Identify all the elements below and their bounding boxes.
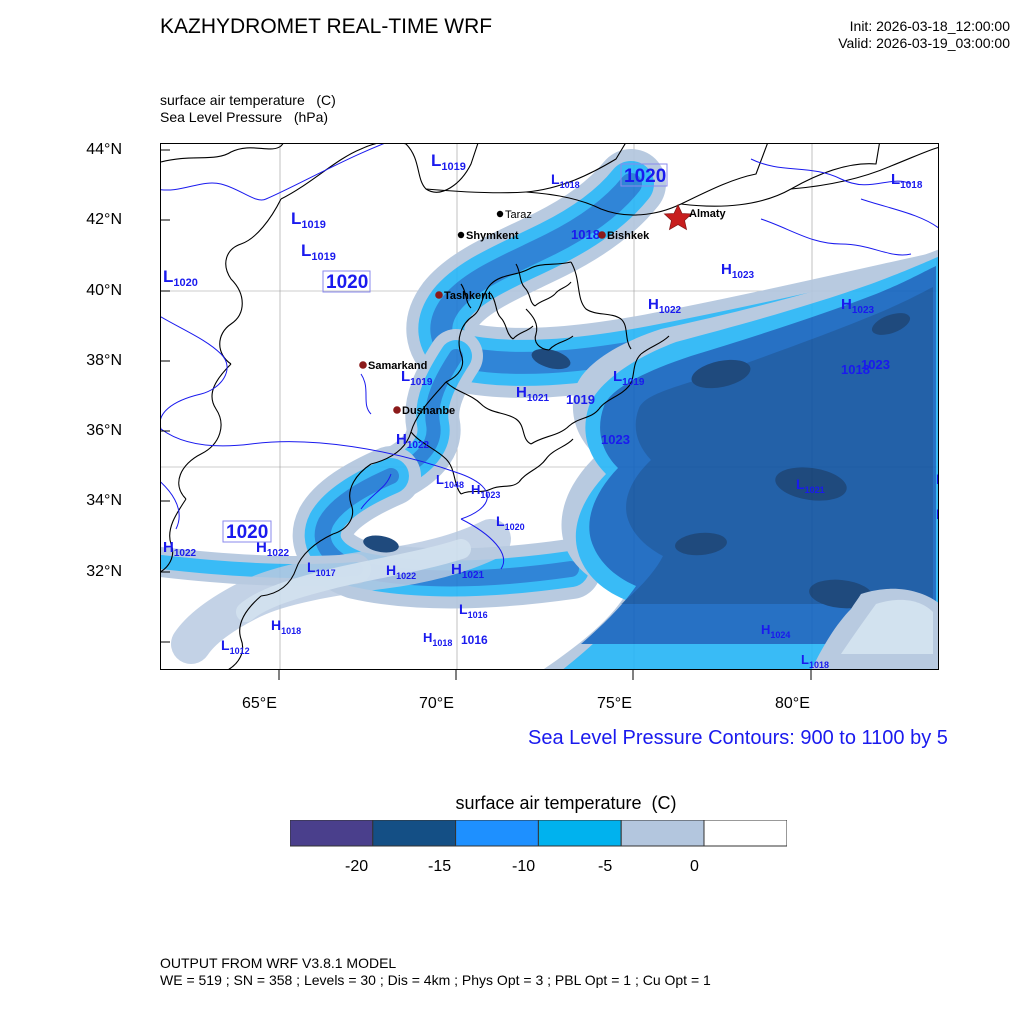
svg-text:Dushanbe: Dushanbe [402, 405, 455, 417]
svg-text:Almaty: Almaty [689, 208, 727, 220]
svg-text:H1023: H1023 [471, 482, 500, 500]
svg-text:L1019: L1019 [291, 209, 326, 231]
svg-text:1020: 1020 [226, 522, 268, 543]
svg-text:1018: 1018 [571, 227, 600, 242]
svg-text:1023: 1023 [861, 357, 890, 372]
svg-text:Shymkent: Shymkent [466, 230, 519, 242]
svg-text:Tashkent: Tashkent [444, 290, 492, 302]
svg-text:L1019: L1019 [301, 241, 336, 263]
svg-text:L1018: L1018 [891, 171, 923, 191]
svg-text:Samarkand: Samarkand [368, 360, 427, 372]
svg-text:1020: 1020 [326, 272, 368, 293]
svg-text:L1019: L1019 [431, 151, 466, 173]
svg-text:Bishkek: Bishkek [607, 230, 650, 242]
svg-text:Taraz: Taraz [505, 209, 532, 221]
svg-text:1020: 1020 [624, 166, 666, 187]
svg-text:H1018: H1018 [423, 630, 452, 648]
svg-text:H1023: H1023 [721, 261, 755, 281]
svg-text:1019: 1019 [566, 392, 595, 407]
svg-text:1016: 1016 [461, 633, 488, 647]
svg-text:H1018: H1018 [271, 617, 301, 636]
svg-text:L1048: L1048 [436, 472, 464, 490]
svg-text:L1018: L1018 [551, 171, 580, 190]
svg-text:L1012: L1012 [221, 637, 250, 656]
svg-text:1023: 1023 [601, 432, 630, 447]
